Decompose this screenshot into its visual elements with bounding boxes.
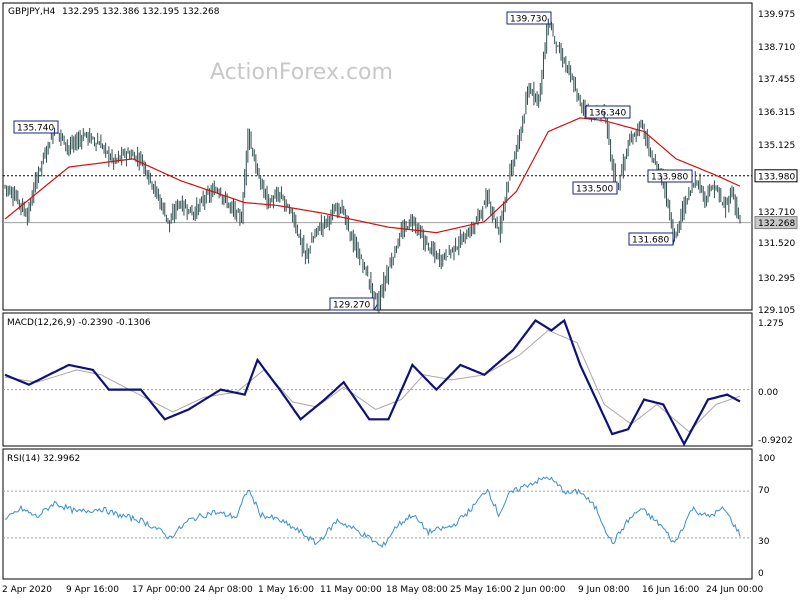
rsi-y-axis: 100 70 30 0 — [758, 454, 775, 579]
x-tick: 1 May 16:00 — [258, 585, 314, 595]
moving-average-line — [4, 117, 741, 234]
rsi-panel-frame — [2, 448, 753, 580]
macd-label: MACD(12,26,9) -0.2390 -0.1306 — [7, 318, 151, 328]
price-tick: 136.315 — [758, 108, 795, 118]
ohlc-label: 132.295 132.386 132.195 132.268 — [62, 7, 220, 17]
price-tick: 135.125 — [758, 141, 795, 151]
x-tick: 11 May 00:00 — [320, 585, 382, 595]
x-tick: 2 Jun 00:00 — [514, 585, 566, 595]
x-axis: 2 Apr 2020 9 Apr 16:00 17 Apr 00:00 24 A… — [2, 585, 763, 595]
callout-label: 131.680 — [632, 236, 669, 246]
price-panel-frame — [2, 2, 753, 311]
resistance-tag-label: 133.980 — [758, 172, 795, 182]
x-tick: 24 Jun 00:00 — [706, 585, 763, 595]
callout-box — [506, 11, 552, 25]
current-price-tag-label: 132.268 — [758, 219, 795, 229]
x-tick: 18 May 08:00 — [386, 585, 448, 595]
callout-box — [585, 105, 631, 119]
x-tick: 2 Apr 2020 — [2, 585, 52, 595]
x-tick: 17 Apr 00:00 — [132, 585, 191, 595]
rsi-tick: 0 — [758, 569, 764, 579]
callout-connector — [373, 304, 378, 311]
callout-label: 133.980 — [651, 173, 688, 183]
macd-tick: 1.275 — [758, 319, 784, 329]
symbol-label: GBPJPY,H4 — [8, 7, 56, 17]
callout-connector — [672, 238, 675, 246]
resistance-tag — [754, 169, 798, 183]
price-tick: 139.975 — [758, 10, 795, 20]
callout-box — [329, 297, 375, 311]
watermark: ActionForex.com — [210, 60, 393, 85]
macd-panel-frame — [2, 312, 753, 447]
x-tick: 9 Apr 16:00 — [66, 585, 119, 595]
rsi-line — [4, 476, 741, 549]
price-tick: 131.520 — [758, 239, 795, 249]
price-tick: 137.455 — [758, 75, 795, 85]
callout-box — [628, 232, 674, 246]
current-price-tag — [754, 216, 798, 230]
macd-main-line — [4, 318, 741, 447]
callout-label: 133.500 — [576, 185, 613, 195]
callout-label: 139.730 — [510, 15, 547, 25]
rsi-tick: 30 — [758, 537, 770, 547]
callout-label: 135.740 — [17, 124, 54, 134]
rsi-label: RSI(14) 32.9962 — [7, 454, 80, 464]
x-tick: 16 Jun 16:00 — [642, 585, 699, 595]
callout-label: 129.270 — [333, 301, 370, 311]
macd-tick: -0.9202 — [758, 436, 793, 446]
callout-box — [572, 181, 618, 195]
price-y-axis: 139.975 138.710 137.455 136.315 135.125 … — [758, 10, 795, 316]
callout-box — [13, 120, 59, 134]
price-tick: 138.710 — [758, 43, 795, 53]
callout-label: 136.340 — [589, 109, 626, 119]
price-tick: 132.710 — [758, 208, 795, 218]
price-tick: 129.105 — [758, 306, 795, 316]
x-tick: 24 Apr 08:00 — [194, 585, 253, 595]
macd-y-axis: 1.275 0.00 -0.9202 — [758, 319, 793, 446]
price-tick: 130.295 — [758, 274, 795, 284]
rsi-tick: 70 — [758, 486, 770, 496]
rsi-tick: 100 — [758, 454, 775, 464]
x-tick: 25 May 16:00 — [450, 585, 512, 595]
callout-box — [647, 169, 693, 183]
macd-tick: 0.00 — [758, 388, 778, 398]
x-tick: 9 Jun 08:00 — [578, 585, 630, 595]
